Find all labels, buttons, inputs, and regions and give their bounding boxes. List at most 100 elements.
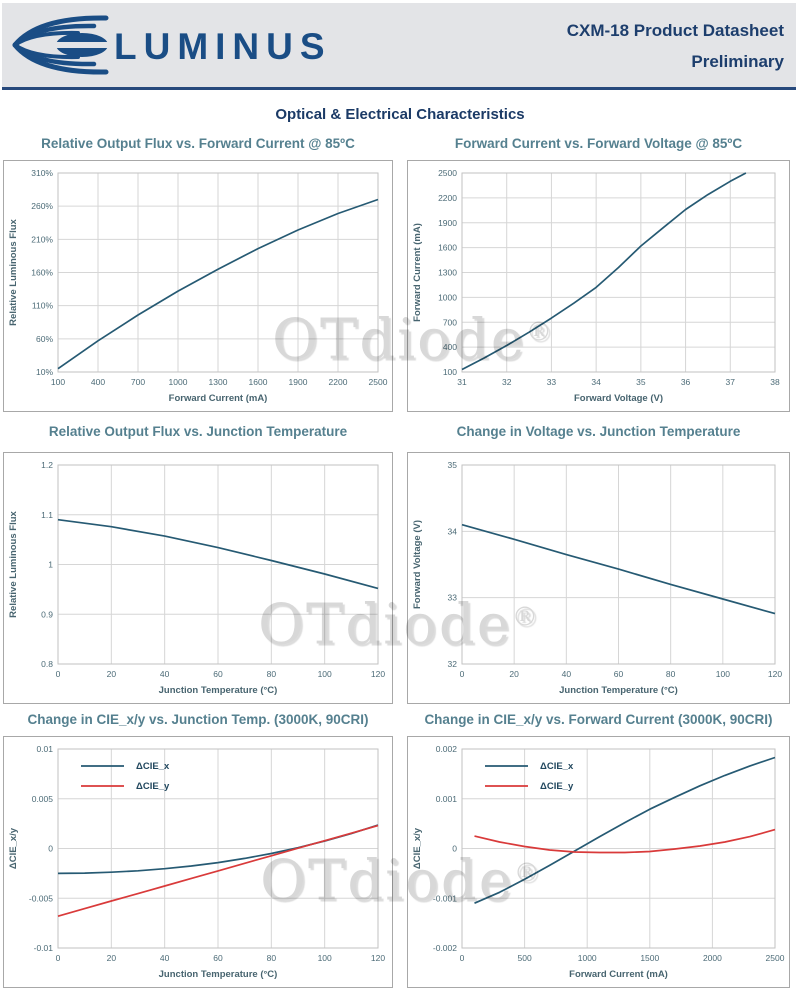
y-tick-label: 0.8 [41, 659, 53, 669]
y-axis-label: Relative Luminous Flux [8, 218, 19, 325]
x-axis-label: Junction Temperature (°C) [159, 969, 278, 980]
x-tick-label: 60 [614, 669, 624, 679]
x-tick-label: 60 [213, 953, 223, 963]
y-tick-label: -0.001 [433, 893, 457, 903]
x-tick-label: 80 [666, 669, 676, 679]
x-tick-label: 80 [267, 669, 277, 679]
x-tick-label: 40 [160, 953, 170, 963]
chart-canvas: 31 32 33 34 35 36 37 38 100 400 700 1000 1300 1600 190… [412, 168, 780, 404]
page-title: Optical & Electrical Characteristics [275, 106, 525, 123]
chart-title: Change in Voltage vs. Junction Temperatu… [456, 424, 741, 439]
chart-voltage-vs-junction-temp: Change in Voltage vs. Junction Temperatu… [407, 424, 790, 704]
y-tick-label: 0.9 [41, 609, 53, 619]
legend-label: ΔCIE_y [136, 781, 170, 792]
series-line [57, 518, 379, 590]
y-tick-label: -0.005 [29, 893, 53, 903]
y-tick-label: 32 [448, 659, 458, 669]
series-line [461, 172, 747, 371]
y-tick-label: 210% [31, 234, 53, 244]
legend-label: ΔCIE_x [136, 761, 170, 772]
chart-title: Forward Current vs. Forward Voltage @ 85… [454, 136, 743, 151]
x-tick-label: 1900 [289, 377, 308, 387]
x-tick-label: 0 [56, 953, 61, 963]
y-tick-label: 1.1 [41, 510, 53, 520]
chart-flux-vs-junction-temp: Relative Output Flux vs. Junction Temper… [3, 424, 393, 704]
x-tick-label: 1500 [640, 953, 659, 963]
y-tick-label: 35 [448, 460, 458, 470]
x-tick-label: 1300 [209, 377, 228, 387]
y-tick-label: 260% [31, 201, 53, 211]
chart-box: 31 32 33 34 35 36 37 38 100 400 700 1000 1300 1600 190… [407, 160, 790, 412]
x-tick-label: 35 [636, 377, 646, 387]
chart-cie-vs-junction-temp: Change in CIE_x/y vs. Junction Temp. (30… [3, 712, 393, 988]
x-tick-label: 120 [371, 669, 385, 679]
x-axis-label: Junction Temperature (°C) [559, 685, 678, 696]
chart-canvas: 100 400 700 1000 1300 1600 1900 2200 2500 10% 60% 1… [8, 168, 388, 404]
y-tick-label: 1000 [438, 292, 457, 302]
x-tick-label: 100 [318, 669, 332, 679]
datasheet-header: LUMINUS CXM-18 Product Datasheet Prelimi… [2, 3, 796, 90]
x-tick-label: 38 [770, 377, 780, 387]
luminus-logo-icon [12, 15, 110, 75]
series-line [461, 523, 776, 615]
y-axis-label: Forward Current (mA) [412, 223, 423, 322]
y-tick-label: 1.2 [41, 460, 53, 470]
x-axis-label: Forward Current (mA) [169, 393, 268, 404]
x-tick-label: 40 [562, 669, 572, 679]
legend-label: ΔCIE_x [540, 761, 574, 772]
x-tick-label: 1000 [169, 377, 188, 387]
x-tick-label: 0 [460, 953, 465, 963]
y-tick-label: -0.01 [34, 943, 54, 953]
x-tick-label: 36 [681, 377, 691, 387]
brand-wordmark: LUMINUS [114, 26, 332, 67]
y-axis-label: ΔCIE_x/y [8, 827, 19, 869]
chart-title: Relative Output Flux vs. Junction Temper… [48, 424, 348, 439]
x-axis-label: Forward Voltage (V) [574, 393, 663, 404]
x-tick-label: 120 [371, 953, 385, 963]
x-tick-label: 1000 [578, 953, 597, 963]
y-tick-label: 0.001 [436, 794, 458, 804]
x-tick-label: 2200 [329, 377, 348, 387]
x-tick-label: 2000 [703, 953, 722, 963]
x-tick-label: 32 [502, 377, 512, 387]
chart-title: Change in CIE_x/y vs. Junction Temp. (30… [27, 712, 369, 727]
chart-title: Change in CIE_x/y vs. Forward Current (3… [424, 712, 773, 727]
x-tick-label: 120 [768, 669, 782, 679]
y-axis-label: ΔCIE_x/y [412, 827, 423, 869]
x-tick-label: 0 [56, 669, 61, 679]
datasheet-title: CXM-18 Product Datasheet [566, 21, 784, 40]
x-axis-label: Junction Temperature (°C) [159, 685, 278, 696]
x-tick-label: 500 [518, 953, 532, 963]
y-tick-label: 110% [32, 301, 54, 311]
y-tick-label: 1600 [438, 243, 457, 253]
chart-canvas: 0 20 40 60 80 100 120 0.8 0.9 1 1.1 1.2 Junction Tem… [8, 460, 385, 696]
y-tick-label: 400 [443, 342, 457, 352]
chart-box: 0 20 40 60 80 100 120 -0.01 -0.005 0 0.005 0.01 Junc… [3, 736, 393, 988]
y-tick-label: 34 [448, 526, 458, 536]
series-line [57, 198, 379, 370]
datasheet-status: Preliminary [691, 52, 784, 71]
y-tick-label: 160% [31, 268, 53, 278]
chart-canvas: 0 20 40 60 80 100 120 32 33 34 35 Junction Temperat… [412, 460, 782, 696]
y-tick-label: 0.005 [32, 794, 54, 804]
y-tick-label: 0 [48, 844, 53, 854]
x-tick-label: 60 [213, 669, 223, 679]
series-line [57, 824, 379, 918]
series-line [474, 828, 776, 854]
chart-flux-vs-current: Relative Output Flux vs. Forward Current… [3, 136, 393, 412]
y-tick-label: 1900 [438, 218, 457, 228]
x-tick-label: 33 [547, 377, 557, 387]
x-axis-label: Forward Current (mA) [569, 969, 668, 980]
x-tick-label: 1600 [249, 377, 268, 387]
x-tick-label: 0 [460, 669, 465, 679]
y-tick-label: 700 [443, 317, 457, 327]
x-tick-label: 20 [107, 953, 117, 963]
chart-current-vs-voltage: Forward Current vs. Forward Voltage @ 85… [407, 136, 790, 412]
x-tick-label: 400 [91, 377, 105, 387]
x-tick-label: 34 [591, 377, 601, 387]
y-tick-label: 1300 [438, 268, 457, 278]
y-tick-label: 2500 [438, 168, 457, 178]
y-axis-label: Forward Voltage (V) [412, 520, 423, 609]
x-tick-label: 2500 [369, 377, 388, 387]
x-tick-label: 100 [51, 377, 65, 387]
